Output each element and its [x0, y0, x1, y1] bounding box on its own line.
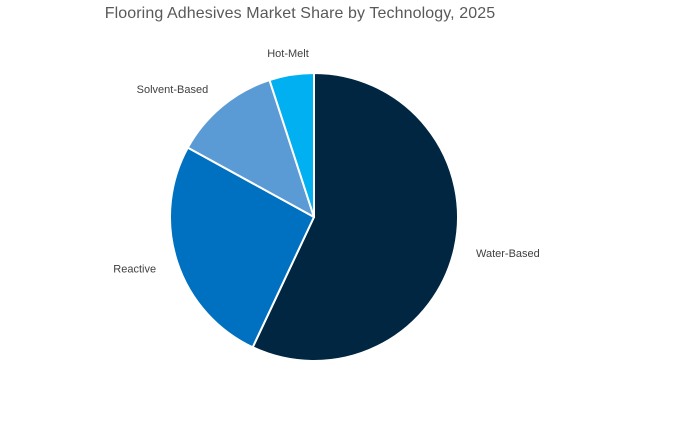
slice-label-reactive: Reactive	[113, 263, 156, 275]
slice-label-solvent-based: Solvent-Based	[137, 84, 209, 96]
slice-label-water-based: Water-Based	[476, 248, 540, 260]
pie-slice-water-based	[251, 72, 459, 362]
pie-slice-solvent-based	[186, 79, 315, 218]
pie-slice-hot-melt	[268, 72, 315, 218]
slice-label-hot-melt: Hot-Melt	[267, 48, 309, 60]
chart-title: Flooring Adhesives Market Share by Techn…	[104, 5, 496, 22]
